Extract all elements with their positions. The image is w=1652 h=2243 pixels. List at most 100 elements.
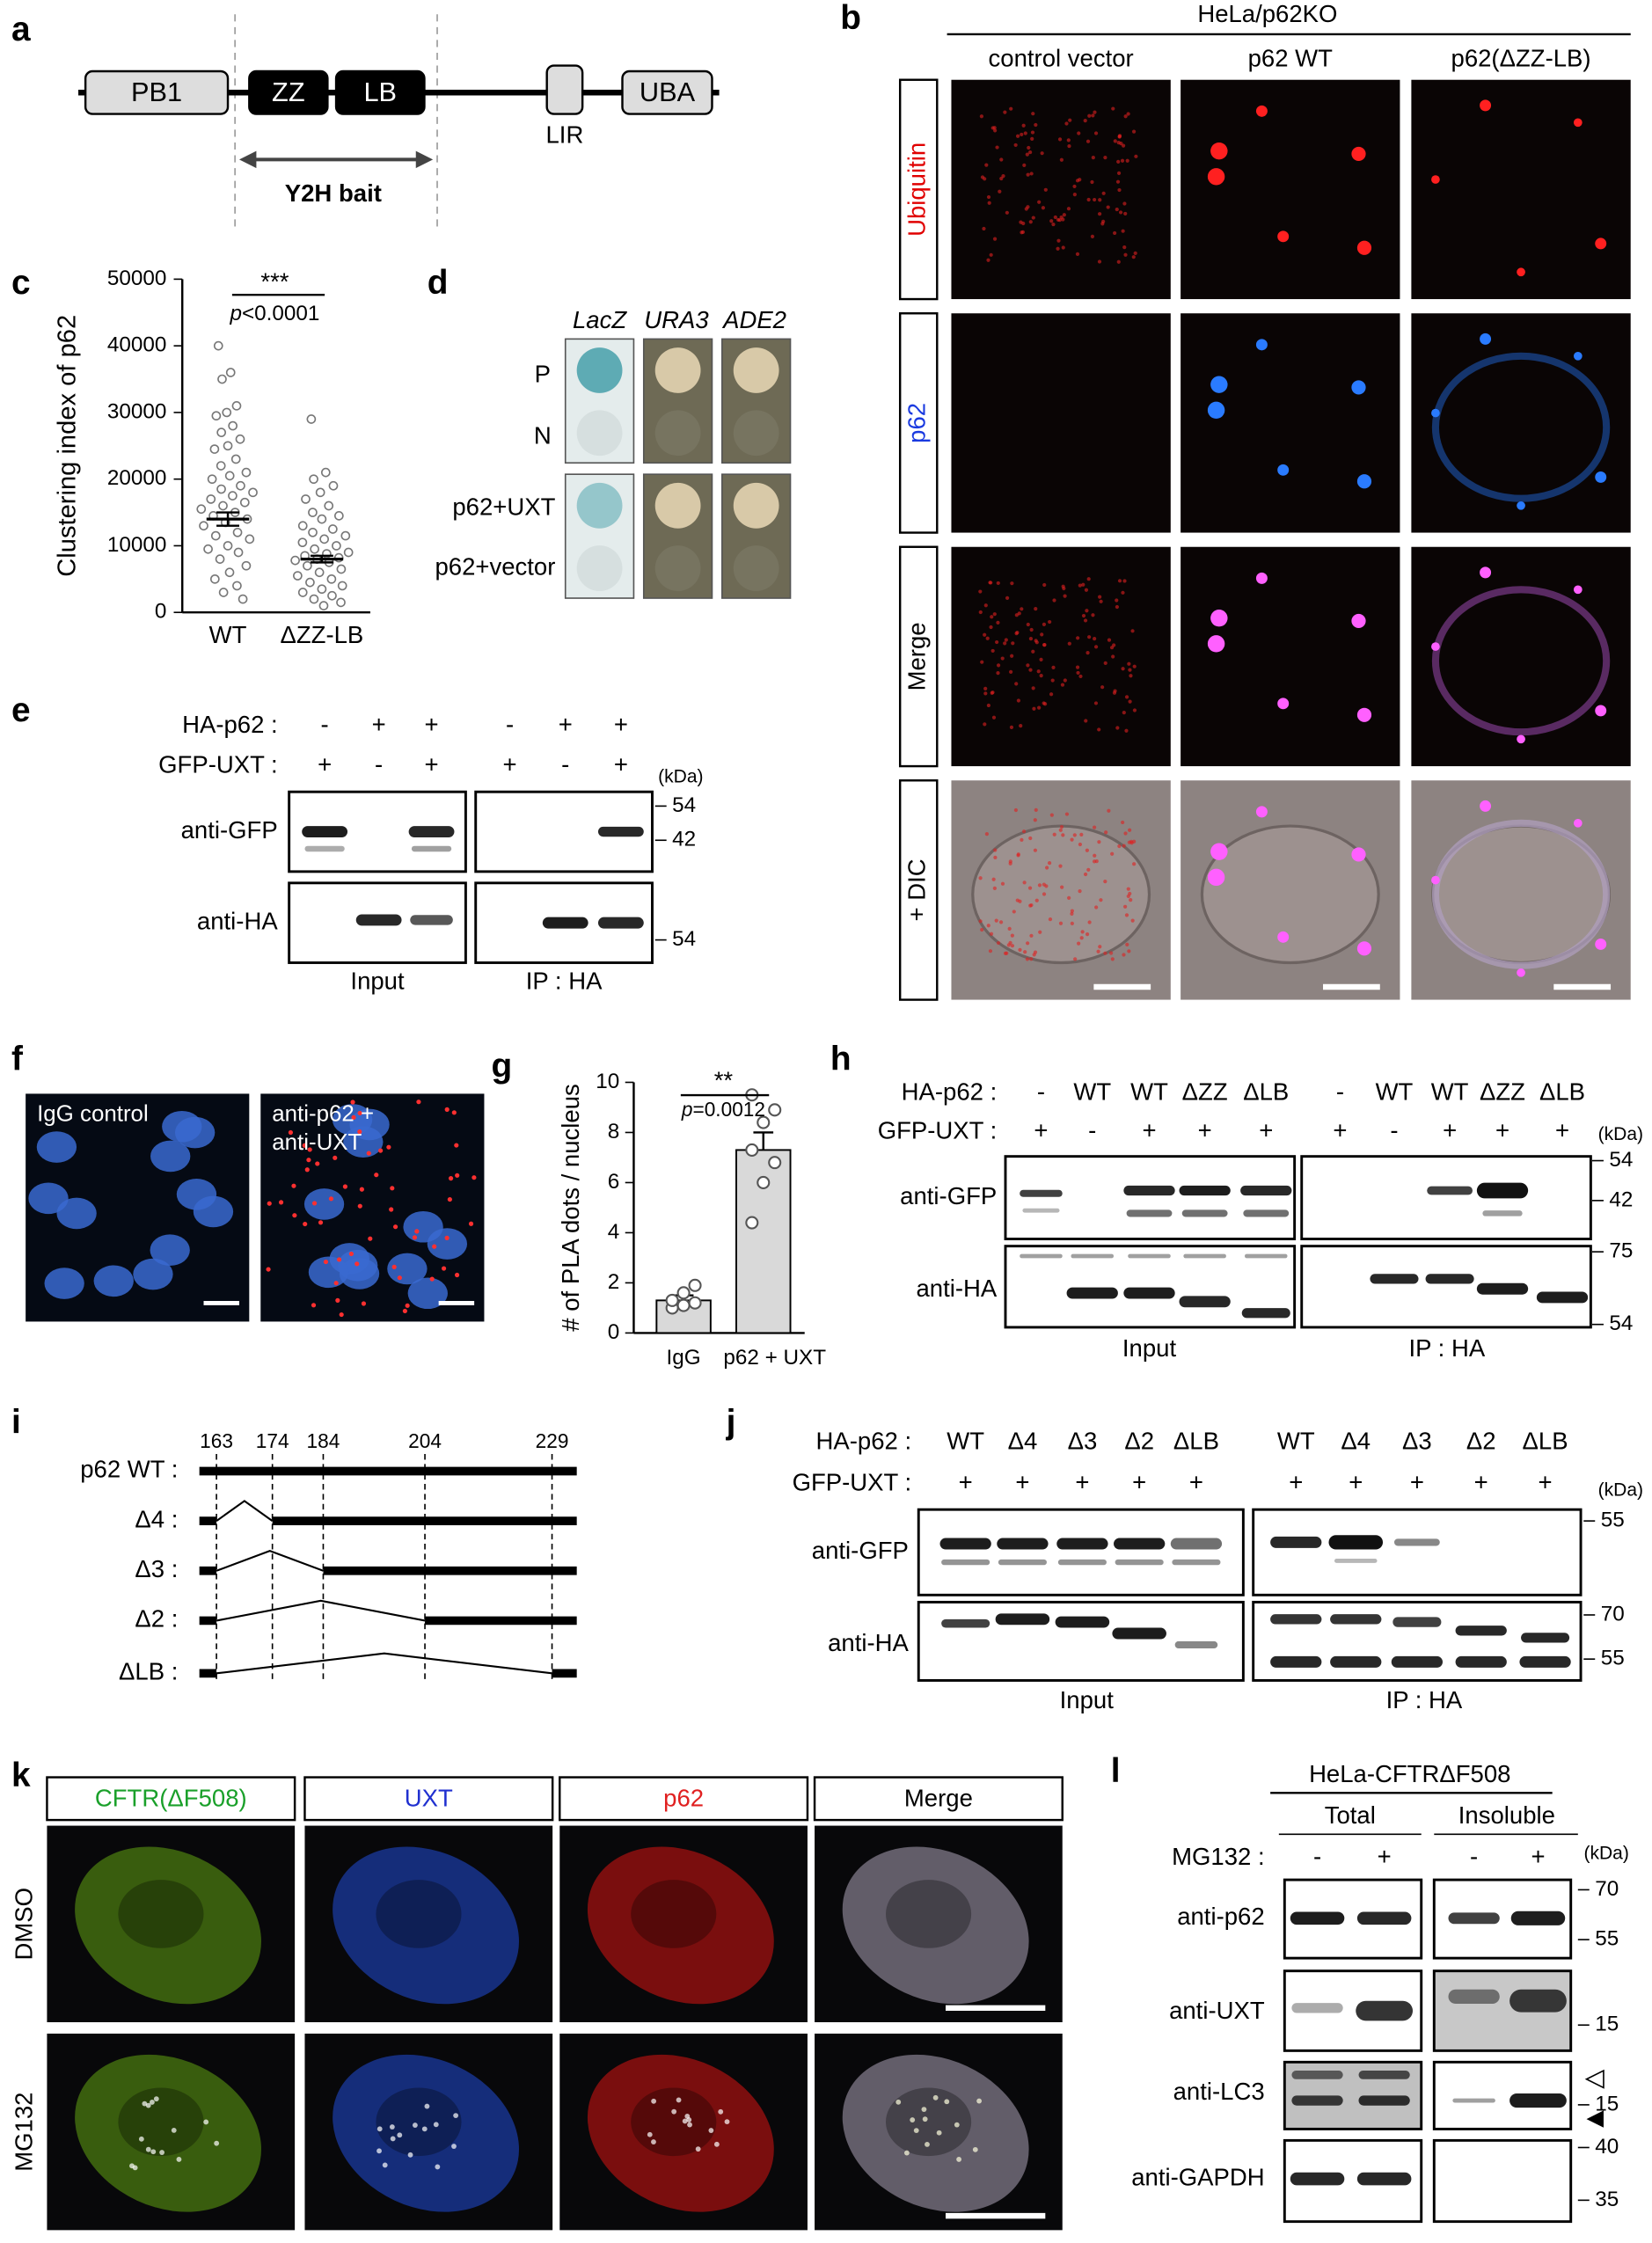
data-point — [230, 454, 241, 464]
nucleus — [44, 1268, 84, 1299]
puncta — [150, 2149, 157, 2155]
speckle — [1034, 639, 1038, 643]
lane-label: WT — [1431, 1078, 1469, 1106]
speckle — [1012, 910, 1016, 914]
pla-dot — [328, 1196, 334, 1202]
domain-label: ZZ — [272, 77, 305, 107]
antibody-label: anti-HA — [197, 907, 278, 934]
speckle — [1070, 909, 1074, 913]
lane-label: + — [1015, 1468, 1029, 1495]
speckle — [1125, 942, 1129, 947]
speckle — [1075, 252, 1080, 257]
data-point — [223, 541, 233, 551]
antibody-label: anti-HA — [917, 1275, 998, 1302]
speckle — [1087, 113, 1092, 118]
blot — [474, 790, 654, 873]
puncta — [171, 2127, 177, 2133]
marker-label: 54 — [1609, 1148, 1633, 1172]
puncta — [932, 2094, 939, 2101]
speckle — [992, 128, 998, 133]
speckle — [1128, 891, 1132, 896]
puncta — [651, 2139, 656, 2145]
band — [998, 1559, 1047, 1566]
speckle — [986, 258, 990, 262]
band — [1455, 1655, 1507, 1668]
speckle — [1122, 953, 1126, 957]
bait-label: Y2H bait — [285, 179, 382, 207]
cell — [587, 1846, 774, 2005]
speckle — [986, 194, 991, 200]
speckle — [1132, 708, 1137, 712]
speckle — [1090, 234, 1095, 238]
data-point — [245, 534, 255, 544]
pla-dot — [414, 1229, 420, 1234]
speckle — [1039, 674, 1043, 678]
speckle — [986, 703, 990, 708]
pla-dot — [288, 1129, 294, 1136]
puncta — [424, 2103, 430, 2109]
data-point — [334, 511, 344, 521]
marker-label: 54 — [672, 793, 696, 817]
micrograph-content — [1431, 99, 1607, 277]
puncta — [412, 2122, 418, 2128]
speckle — [1028, 150, 1033, 155]
band — [597, 917, 644, 929]
arrow-head — [415, 150, 434, 169]
domain-label: UBA — [640, 77, 696, 107]
band — [1330, 1655, 1382, 1668]
speckle — [985, 636, 990, 640]
cell — [75, 2054, 261, 2212]
band — [939, 1538, 991, 1550]
blot — [1283, 1969, 1423, 2052]
pla-dot — [397, 1275, 402, 1281]
nucleus — [36, 1131, 77, 1163]
speckle — [1129, 841, 1134, 845]
panel-letter: f — [11, 1040, 24, 1078]
band — [1330, 1614, 1382, 1625]
micrograph-content — [971, 807, 1151, 990]
speckle — [1106, 205, 1110, 209]
residue-label: 184 — [307, 1429, 340, 1452]
data-point — [676, 1298, 691, 1312]
x-tick-label: p62 + UXT — [723, 1346, 826, 1370]
data-point — [676, 1286, 691, 1300]
speckle — [1110, 957, 1115, 961]
speckle — [1049, 219, 1054, 223]
lane-label: - — [1313, 1843, 1321, 1870]
lane-label: Δ4 — [1341, 1427, 1371, 1454]
speckle — [1081, 613, 1086, 618]
puncta — [936, 2130, 942, 2136]
speckle — [1034, 122, 1038, 128]
speckle — [1110, 851, 1115, 856]
yeast-spot — [733, 347, 779, 393]
speckle — [1062, 213, 1066, 217]
marker-label: 55 — [1601, 1509, 1625, 1532]
speckle — [1063, 594, 1067, 598]
speckle — [1096, 949, 1100, 953]
speckle — [1037, 705, 1042, 710]
panel-letter: c — [11, 264, 31, 302]
puncta — [145, 2102, 151, 2108]
pla-dot — [267, 1201, 272, 1206]
lane-label: ΔLB — [1539, 1078, 1585, 1106]
speckle — [1041, 206, 1046, 210]
data-point — [745, 1216, 759, 1230]
lane-label: - — [1336, 1078, 1344, 1106]
speckle — [1083, 872, 1088, 877]
p-text: =0.0012 — [692, 1098, 765, 1121]
speckle — [1051, 222, 1056, 227]
speckle — [1112, 690, 1117, 695]
marker-label: 54 — [1609, 1311, 1633, 1335]
speckle — [1031, 216, 1035, 220]
data-point — [225, 368, 236, 377]
puncta — [203, 2119, 209, 2125]
lane-label: ΔLB — [1523, 1427, 1568, 1454]
speckle — [1027, 145, 1031, 150]
speckle — [1076, 636, 1080, 640]
speckle — [1123, 252, 1128, 257]
data-point — [228, 491, 238, 500]
data-point — [209, 444, 220, 454]
header: HeLa-CFTRΔF508 — [1309, 1760, 1510, 1787]
speckle — [1123, 114, 1128, 119]
speckle — [1030, 130, 1035, 135]
